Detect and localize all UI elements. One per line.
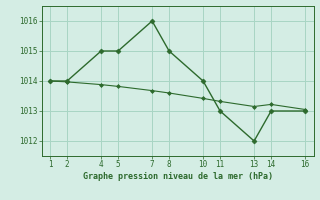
X-axis label: Graphe pression niveau de la mer (hPa): Graphe pression niveau de la mer (hPa)	[83, 172, 273, 181]
